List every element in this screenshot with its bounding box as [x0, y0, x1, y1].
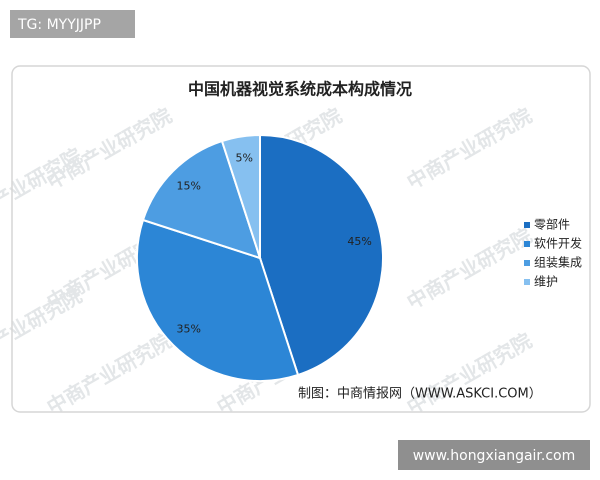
legend-label: 维护: [534, 275, 558, 289]
data-label: 5%: [235, 151, 252, 164]
overlay-top-text: TG: MYYJJPP: [17, 17, 101, 33]
pie-slice: [136, 218, 300, 382]
legend-label: 组装集成: [534, 255, 582, 270]
pie: 45% 35% 15% 5%: [136, 133, 384, 382]
legend-swatch: [524, 260, 530, 266]
data-label: 15%: [176, 180, 200, 193]
data-label: 35%: [176, 322, 200, 335]
overlay-top-box: [10, 10, 135, 38]
legend-swatch: [524, 279, 530, 285]
overlay-bottom-text: www.hongxiangair.com: [413, 448, 576, 464]
chart-frame: [11, 65, 591, 413]
chart-title: 中国机器视觉系统成本构成情况: [188, 80, 412, 99]
source-note: 制图：中商情报网（WWW.ASKCI.COM）: [298, 387, 542, 402]
legend-label: 软件开发: [534, 236, 582, 251]
legend-label: 零部件: [534, 217, 570, 232]
pie-slice: [259, 133, 384, 377]
legend-swatch: [524, 241, 530, 247]
data-label: 45%: [347, 235, 371, 248]
overlay-bottom-box: [398, 440, 590, 470]
legend-swatch: [524, 222, 530, 228]
pie-slice: [220, 133, 261, 259]
